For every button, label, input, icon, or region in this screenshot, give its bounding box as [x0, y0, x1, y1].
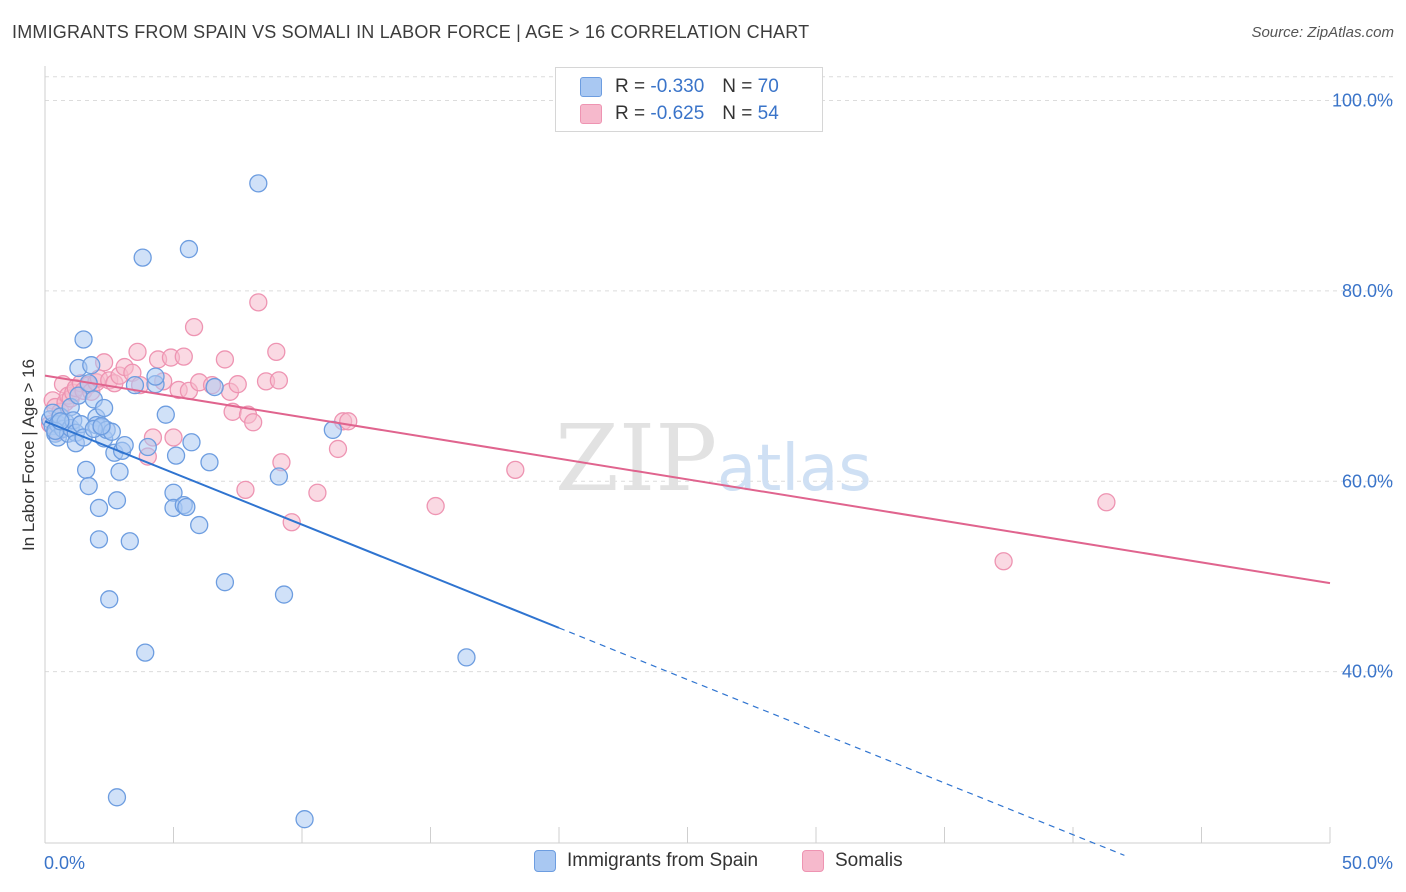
spain-point: [138, 437, 157, 457]
series-legend: Immigrants from Spain Somalis: [0, 850, 1406, 878]
spain-point: [79, 476, 98, 496]
spain-point: [200, 453, 219, 472]
somali-point: [308, 483, 327, 502]
spain-point: [110, 462, 129, 481]
legend-item-spain[interactable]: Immigrants from Spain: [534, 850, 758, 872]
somali-trend-line: [44, 374, 1331, 585]
legend-r-label: R =: [615, 103, 646, 124]
somali-swatch: [580, 104, 602, 124]
spain-point: [89, 498, 109, 518]
legend-label-somali: Somalis: [835, 850, 903, 871]
spain-point: [249, 174, 268, 193]
spain-point: [269, 467, 289, 486]
x-tick-label: 50.0%: [1342, 853, 1393, 873]
spain-point: [100, 590, 119, 609]
spain-point: [166, 446, 186, 465]
somali-point: [128, 342, 147, 361]
spain-point: [457, 648, 476, 667]
y-tick-label: 40.0%: [1342, 662, 1393, 682]
spain-point: [82, 356, 101, 375]
somali-legend-swatch: [802, 850, 824, 872]
spain-point: [156, 405, 175, 424]
spain-point: [133, 248, 152, 267]
legend-r-value: -0.330: [650, 76, 705, 97]
somali-point: [339, 412, 358, 431]
somali-point: [228, 375, 247, 394]
somali-point: [1097, 493, 1116, 512]
y-tick-labels: 40.0% 60.0% 80.0% 100.0%: [1332, 91, 1393, 682]
legend-row-spain: R = -0.330 N = 70: [580, 75, 779, 99]
spain-trend-line: [44, 420, 560, 629]
somali-point: [164, 428, 183, 447]
spain-point: [74, 330, 93, 349]
trend-lines: [44, 374, 1331, 856]
somali-point: [328, 439, 348, 459]
legend-r-value: -0.625: [650, 103, 705, 124]
grid-lines: [45, 76, 1393, 673]
legend-item-somali[interactable]: Somalis: [802, 850, 903, 872]
somali-point: [244, 413, 263, 432]
spain-trend-extension: [558, 627, 1125, 856]
watermark-atlas: atlas: [717, 432, 872, 506]
somali-point: [426, 496, 445, 516]
y-tick-label: 80.0%: [1342, 281, 1393, 301]
spain-point: [136, 643, 155, 662]
spain-point: [274, 585, 294, 604]
watermark: ZIP atlas: [555, 405, 872, 512]
spain-point: [76, 460, 96, 480]
spain-point: [92, 416, 111, 436]
legend-n-label: N =: [722, 103, 753, 124]
spain-points: [40, 174, 476, 829]
spain-point: [120, 532, 139, 551]
chart-title: IMMIGRANTS FROM SPAIN VS SOMALI IN LABOR…: [12, 22, 810, 42]
stats-legend: R = -0.330 N = 70 R = -0.625 N = 54: [555, 67, 823, 132]
somali-point: [994, 552, 1013, 571]
y-tick-label: 100.0%: [1332, 91, 1393, 111]
somali-point: [236, 480, 255, 500]
spain-point: [107, 491, 127, 510]
spain-point: [177, 497, 196, 517]
legend-n-label: N =: [722, 76, 753, 97]
axes: [44, 66, 1331, 844]
somali-point: [174, 347, 193, 366]
legend-label-spain: Immigrants from Spain: [567, 850, 759, 871]
spain-point: [190, 515, 209, 535]
spain-point: [107, 788, 127, 807]
somali-point: [215, 350, 235, 369]
source-label: Source: ZipAtlas.com: [1251, 24, 1394, 41]
legend-r-label: R =: [615, 76, 646, 97]
somali-point: [269, 371, 289, 390]
spain-point: [94, 398, 114, 418]
spain-point: [182, 433, 201, 452]
spain-point: [205, 377, 224, 397]
somali-point: [506, 460, 525, 480]
spain-point: [295, 810, 314, 829]
somali-point: [184, 317, 204, 337]
spain-legend-swatch: [534, 850, 556, 872]
y-tick-label: 60.0%: [1342, 471, 1393, 491]
spain-point: [89, 530, 109, 549]
somali-point: [249, 293, 268, 312]
spain-point: [146, 367, 165, 386]
spain-swatch: [580, 77, 602, 97]
x-tick-labels: 0.0% 50.0%: [44, 853, 1393, 873]
watermark-zip: ZIP: [555, 405, 717, 512]
legend-n-value: 70: [757, 76, 779, 97]
spain-point: [179, 239, 199, 259]
y-axis-label: In Labor Force | Age > 16: [19, 359, 38, 551]
x-tick-label: 0.0%: [44, 853, 85, 873]
somali-point: [267, 342, 286, 361]
spain-point: [215, 573, 235, 592]
legend-n-value: 54: [757, 103, 779, 124]
legend-row-somali: R = -0.625 N = 54: [580, 102, 779, 126]
